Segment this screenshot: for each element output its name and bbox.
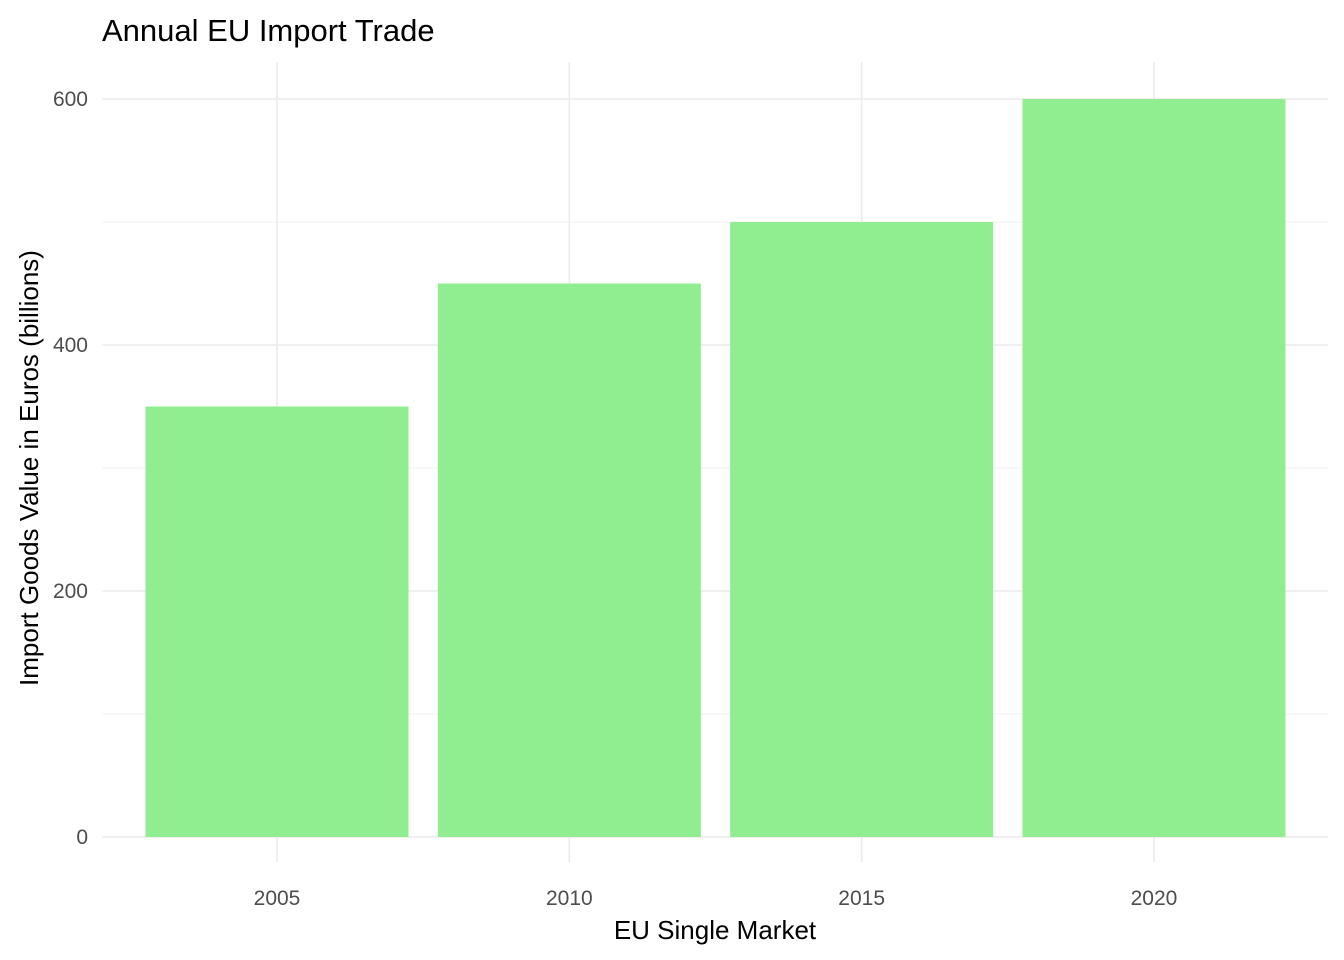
y-tick-label: 600 xyxy=(53,88,88,111)
x-tick-label: 2015 xyxy=(838,887,885,910)
bar-2020 xyxy=(1022,99,1286,837)
y-tick-label: 200 xyxy=(53,580,88,603)
chart-title: Annual EU Import Trade xyxy=(102,13,435,48)
y-tick-label: 400 xyxy=(53,334,88,357)
y-axis-ticks: 0 200 400 600 xyxy=(53,88,88,849)
bar-2005 xyxy=(145,406,409,837)
bar-2015 xyxy=(730,222,994,837)
x-tick-label: 2020 xyxy=(1131,887,1178,910)
x-axis-ticks: 2005 2010 2015 2020 xyxy=(254,887,1178,910)
y-axis-title: Import Goods Value in Euros (billions) xyxy=(14,250,44,686)
x-tick-label: 2005 xyxy=(254,887,301,910)
x-tick-label: 2010 xyxy=(546,887,593,910)
x-axis-title: EU Single Market xyxy=(614,915,817,945)
bar-2010 xyxy=(437,283,701,837)
y-tick-label: 0 xyxy=(76,826,88,849)
bars xyxy=(145,99,1286,837)
